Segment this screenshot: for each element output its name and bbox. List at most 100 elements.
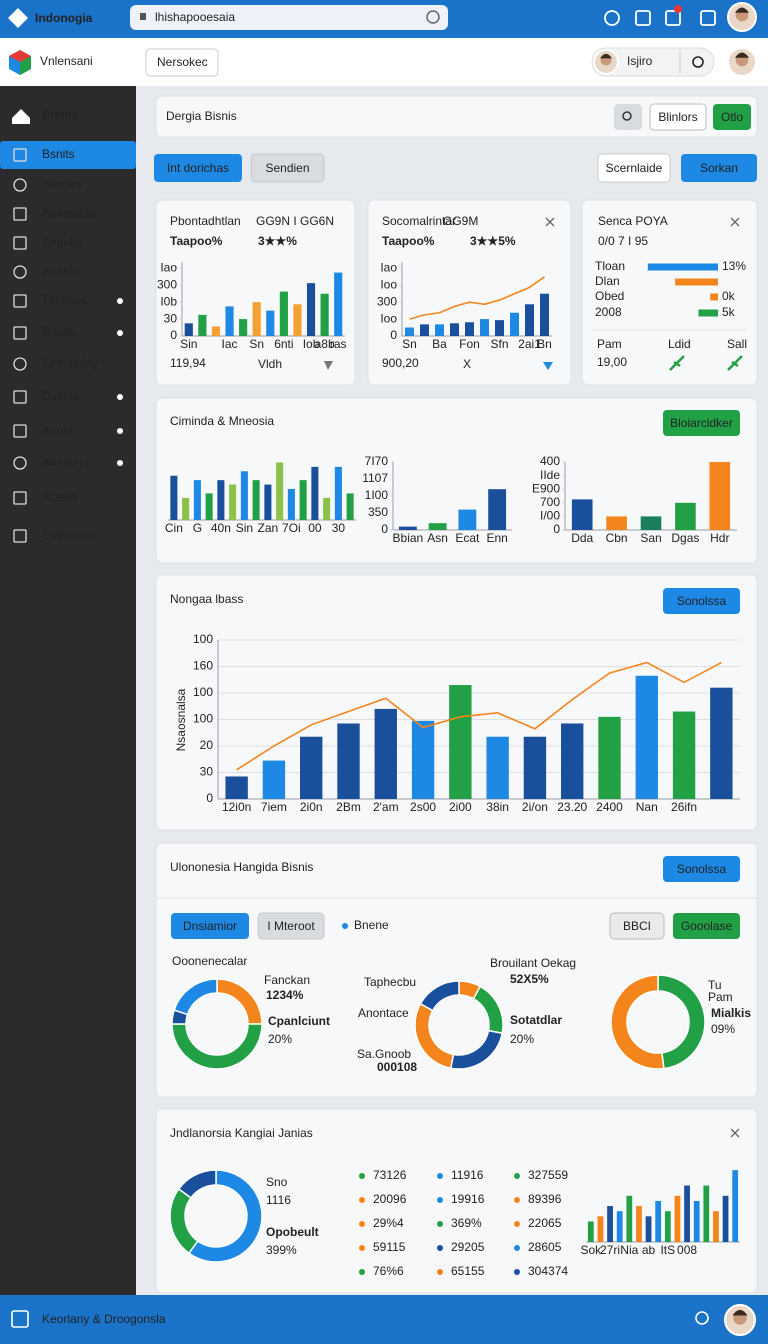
x-tick-label: Zan bbox=[258, 521, 279, 535]
donut-label: 1234% bbox=[266, 988, 304, 1002]
list-dot bbox=[359, 1269, 365, 1275]
button-label: Sorkan bbox=[700, 161, 738, 175]
nav-item: Sarislis bbox=[42, 264, 81, 278]
x-tick-label: 7Oi bbox=[282, 521, 301, 535]
x-tick-label: Sn bbox=[249, 337, 264, 351]
bar bbox=[710, 687, 733, 799]
nav-item: Datiins bbox=[42, 389, 79, 403]
card-title: Pbontadhtlan bbox=[170, 214, 241, 228]
bar bbox=[540, 293, 549, 336]
nav-item: Acand bbox=[42, 490, 76, 504]
bar bbox=[170, 475, 178, 520]
x-tick-label: 12i0n bbox=[222, 800, 251, 814]
x-tick-label: 2'am bbox=[373, 800, 399, 814]
row-label: 2008 bbox=[595, 305, 622, 319]
list-item: 327559 bbox=[528, 1168, 568, 1182]
bar bbox=[450, 323, 459, 336]
user-name: Isjiro bbox=[627, 54, 653, 68]
avatar-hair bbox=[732, 1309, 748, 1316]
donut-segment bbox=[177, 1169, 217, 1199]
button-label: Int dorichas bbox=[167, 161, 229, 175]
logo-text: Vnlensani bbox=[40, 54, 93, 68]
close-icon[interactable] bbox=[730, 1128, 740, 1138]
y-tick-label: 1107 bbox=[362, 471, 388, 485]
bar bbox=[193, 480, 201, 520]
list-dot bbox=[437, 1197, 443, 1203]
y-tick-label: 1I00 bbox=[365, 488, 389, 502]
bar bbox=[398, 526, 417, 530]
bar bbox=[597, 1216, 604, 1242]
card-code: GG9M bbox=[443, 214, 478, 228]
button-label: Otlo bbox=[721, 110, 743, 124]
bar bbox=[713, 1211, 719, 1242]
card-code: 0/0 7 I 95 bbox=[598, 234, 648, 248]
bar bbox=[266, 310, 275, 336]
x-tick-label: 2i00 bbox=[449, 800, 472, 814]
panel bbox=[367, 199, 572, 386]
reload-icon bbox=[426, 10, 440, 24]
bar bbox=[276, 462, 284, 520]
bar bbox=[279, 291, 288, 336]
list-item: 20096 bbox=[373, 1192, 407, 1206]
donut-label: Opobeult bbox=[266, 1225, 319, 1239]
x-tick-label: Asn bbox=[427, 531, 448, 545]
y-tick-label: 0 bbox=[206, 791, 213, 805]
x-tick-label: Bbian bbox=[393, 531, 424, 545]
close-icon[interactable] bbox=[730, 217, 740, 227]
x-tick-label: 26ifn bbox=[671, 800, 697, 814]
bar bbox=[323, 497, 331, 520]
card-value: 900,20 bbox=[382, 356, 419, 370]
search-button bbox=[614, 104, 642, 130]
nav-icon bbox=[13, 265, 27, 279]
x-tick-label: Cin bbox=[165, 521, 183, 535]
x-tick-label: Iob bbox=[303, 337, 320, 351]
toolbar-icon bbox=[665, 10, 681, 26]
nav-icon bbox=[13, 456, 27, 470]
list-dot bbox=[514, 1245, 520, 1251]
close-icon[interactable] bbox=[545, 217, 555, 227]
x-tick-label: 38in bbox=[486, 800, 509, 814]
button bbox=[713, 104, 751, 130]
x-tick-label: Ba bbox=[432, 337, 447, 351]
button-label: I Mteroot bbox=[267, 919, 315, 933]
nav-item: Slucrks bbox=[42, 177, 81, 191]
bar bbox=[225, 306, 234, 336]
bar bbox=[675, 502, 696, 530]
status-icon bbox=[692, 56, 704, 68]
lock-icon bbox=[140, 13, 146, 20]
user-pill bbox=[591, 47, 715, 77]
nav-item: Tinonied bbox=[42, 293, 88, 307]
x-tick-label: G bbox=[193, 521, 202, 535]
bar bbox=[645, 1216, 652, 1242]
list-dot bbox=[359, 1197, 365, 1203]
x-tick-label: San bbox=[640, 531, 661, 545]
row-label: Obed bbox=[595, 289, 624, 303]
y-axis-label: Nsaosnalsa bbox=[174, 688, 188, 751]
hbar bbox=[698, 309, 718, 317]
nav-icon bbox=[13, 294, 27, 308]
y-tick-label: 400 bbox=[540, 454, 560, 468]
list-dot bbox=[359, 1245, 365, 1251]
bar bbox=[480, 319, 489, 336]
footer-search bbox=[695, 1311, 709, 1325]
footer-label: Pam bbox=[597, 337, 622, 351]
logo-icon bbox=[20, 56, 31, 75]
sidebar-active bbox=[0, 141, 136, 169]
bar bbox=[334, 272, 343, 336]
bar bbox=[672, 711, 696, 799]
bar bbox=[664, 1211, 671, 1242]
row-note: 13% bbox=[722, 259, 746, 273]
y-tick-label: I0b bbox=[160, 294, 177, 308]
donut-label: Tu bbox=[708, 978, 722, 992]
list-dot bbox=[514, 1269, 520, 1275]
bar bbox=[640, 516, 662, 530]
button bbox=[663, 410, 740, 436]
y-tick-label: 100 bbox=[193, 712, 213, 726]
y-tick-label: 0 bbox=[553, 522, 560, 536]
donut-label: Ooonenecalar bbox=[172, 954, 247, 968]
bar bbox=[626, 1195, 633, 1242]
list-dot bbox=[437, 1245, 443, 1251]
panel bbox=[155, 1108, 758, 1294]
donut-label: Brouilant Oekag bbox=[490, 956, 576, 970]
bar bbox=[495, 320, 504, 336]
